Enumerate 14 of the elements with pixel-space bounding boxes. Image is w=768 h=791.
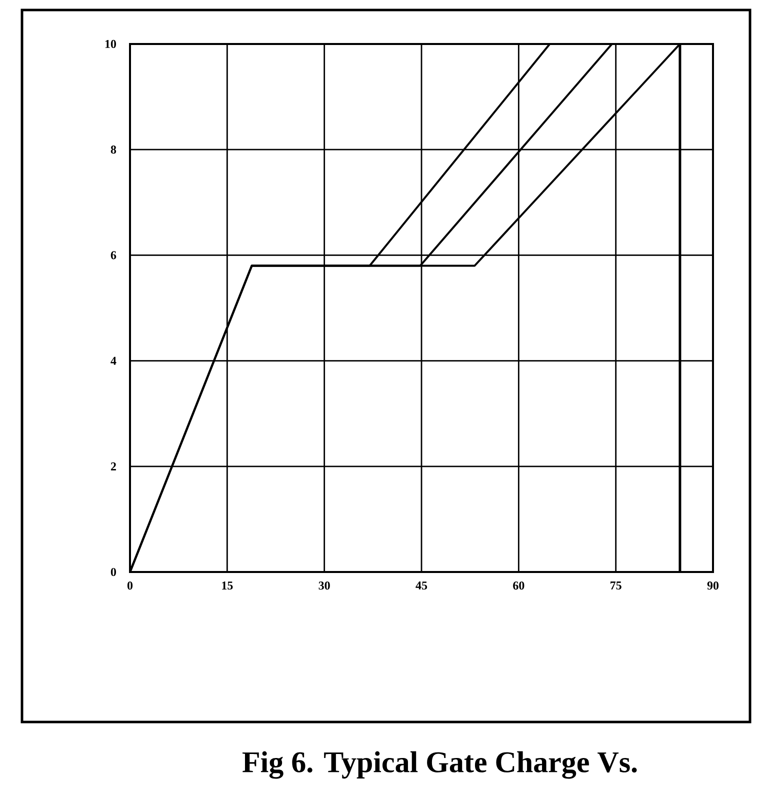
x-tick-label: 75	[610, 582, 622, 590]
y-tick-label: 6	[110, 251, 116, 260]
x-tick-label: 0	[127, 582, 133, 590]
y-tick-label: 0	[110, 568, 116, 576]
y-tick-label: 2	[110, 462, 116, 470]
y-tick-label: 10	[105, 40, 116, 48]
x-tick-label: 60	[513, 582, 524, 590]
x-tick-label: 45	[416, 582, 428, 590]
x-tick-label: 90	[707, 582, 719, 590]
x-tick-label: 30	[318, 582, 330, 590]
y-tick-label: 4	[110, 356, 116, 365]
y-tick-label: 8	[110, 146, 116, 154]
x-tick-label: 15	[222, 582, 233, 590]
text: Fig 6. Typical Gate Charge Vs.	[242, 751, 637, 779]
